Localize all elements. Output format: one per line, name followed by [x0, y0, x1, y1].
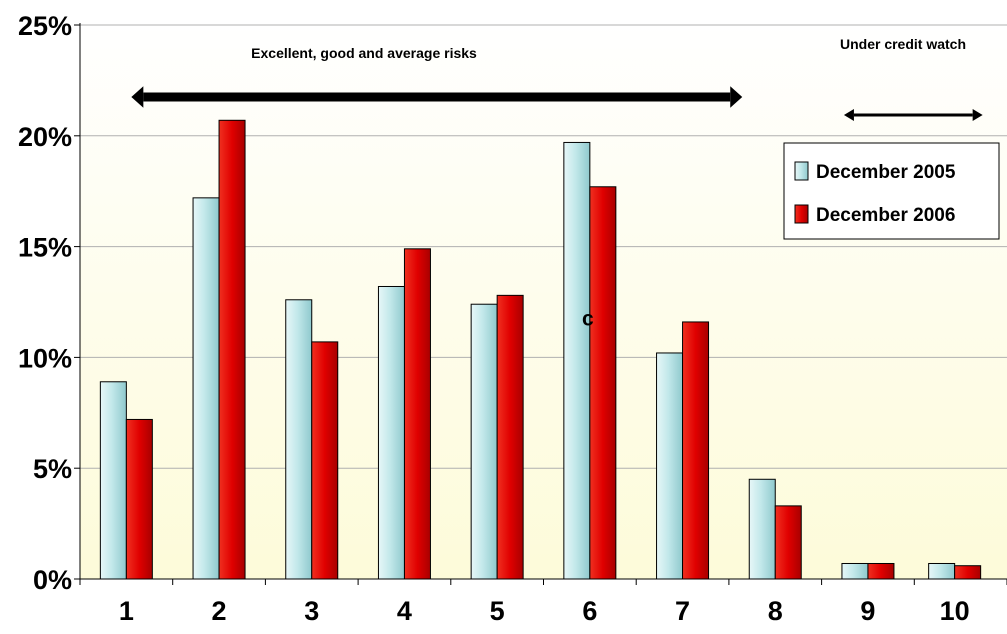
y-tick-label: 5% [33, 454, 72, 484]
bar-december-2006-6 [589, 186, 617, 580]
y-tick-label: 0% [33, 565, 72, 595]
bar-december-2006-9 [867, 562, 895, 580]
range-annotation-credit-watch: Under credit watch [840, 36, 983, 121]
legend-swatch-december-2005 [794, 161, 809, 181]
bar-december-2006-10 [954, 565, 982, 580]
legend: December 2005 December 2006 [783, 142, 1000, 240]
bar-december-2005-10 [928, 562, 956, 580]
x-axis-ticks: 1 2 3 4 5 6 7 8 9 10 [119, 596, 970, 626]
y-tick-label: 20% [18, 122, 72, 152]
legend-label-december-2005: December 2005 [816, 162, 956, 183]
bar-december-2006-5 [496, 294, 524, 580]
bar-december-2005-5 [470, 303, 498, 580]
bar-annotation-label: c [582, 308, 594, 331]
bar-december-2005-7 [656, 352, 684, 580]
bar-december-2005-4 [377, 285, 405, 580]
range-arrow-credit-watch [843, 109, 983, 121]
arrow-head-left [843, 109, 854, 121]
x-tick-label: 1 [119, 596, 134, 626]
arrow-head-left [131, 86, 144, 108]
y-tick-label: 10% [18, 343, 72, 373]
bar-december-2005-1 [99, 381, 127, 580]
x-tick-label: 9 [860, 596, 875, 626]
bar-december-2006-8 [774, 505, 802, 580]
range-label-excellent: Excellent, good and average risks [251, 45, 477, 61]
x-tick-label: 10 [940, 596, 970, 626]
bar-december-2006-3 [311, 341, 339, 580]
bar-december-2005-2 [192, 197, 220, 580]
x-tick-label: 3 [304, 596, 319, 626]
range-arrow-excellent [131, 86, 743, 108]
x-tick-label: 5 [490, 596, 505, 626]
bar-december-2006-1 [125, 418, 153, 580]
bar-december-2005-3 [285, 299, 313, 580]
legend-swatch-december-2006 [794, 204, 809, 224]
x-tick-label: 7 [675, 596, 690, 626]
x-tick-label: 8 [768, 596, 783, 626]
y-tick-label: 25% [18, 11, 72, 41]
x-tick-label: 4 [397, 596, 412, 626]
bar-december-2005-6 [563, 141, 591, 580]
bars-group [99, 119, 982, 580]
bar-december-2005-9 [841, 562, 869, 580]
bar-december-2006-4 [403, 248, 431, 580]
legend-label-december-2006: December 2006 [816, 205, 955, 226]
range-label-credit-watch: Under credit watch [840, 36, 966, 52]
arrow-head-right [730, 86, 743, 108]
x-tick-label: 6 [582, 596, 597, 626]
bar-december-2006-2 [218, 119, 246, 580]
range-annotation-excellent: Excellent, good and average risks [131, 45, 743, 108]
bar-december-2006-7 [682, 321, 710, 580]
arrow-head-right [972, 109, 983, 121]
y-tick-label: 15% [18, 233, 72, 263]
bar-december-2005-8 [748, 478, 776, 580]
legend-box [783, 142, 1000, 240]
axes [74, 23, 1007, 585]
y-axis-ticks: 0% 5% 10% 15% 20% 25% [18, 11, 72, 595]
x-tick-label: 2 [212, 596, 227, 626]
